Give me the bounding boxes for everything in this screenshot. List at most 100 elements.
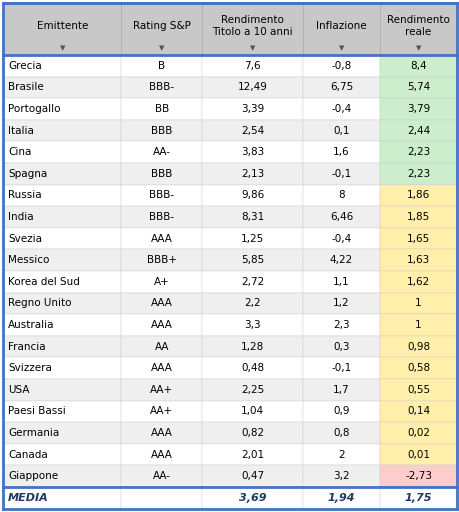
Bar — [379, 422, 456, 444]
Text: Svizzera: Svizzera — [8, 363, 52, 373]
Text: 1: 1 — [414, 298, 421, 308]
Bar — [3, 379, 121, 400]
Text: 1,86: 1,86 — [406, 190, 429, 200]
Text: 0,48: 0,48 — [241, 363, 263, 373]
Text: 1,04: 1,04 — [241, 407, 263, 416]
Text: 1,63: 1,63 — [406, 255, 429, 265]
Bar — [3, 314, 121, 336]
Bar — [3, 98, 121, 120]
Bar — [302, 120, 379, 141]
Bar — [121, 379, 202, 400]
Text: AAA: AAA — [151, 298, 173, 308]
Text: 3,2: 3,2 — [332, 471, 349, 481]
Text: BB: BB — [154, 104, 168, 114]
Text: ▼: ▼ — [338, 45, 343, 51]
Bar — [302, 185, 379, 206]
Text: 2,2: 2,2 — [244, 298, 260, 308]
Text: Grecia: Grecia — [8, 61, 42, 71]
Text: 8: 8 — [337, 190, 344, 200]
Text: Paesi Bassi: Paesi Bassi — [8, 407, 66, 416]
Bar — [121, 55, 202, 77]
Text: 1: 1 — [414, 320, 421, 330]
Bar — [302, 271, 379, 292]
Text: 0,9: 0,9 — [333, 407, 349, 416]
Bar — [121, 120, 202, 141]
Bar — [121, 163, 202, 185]
Bar — [302, 444, 379, 465]
Text: Russia: Russia — [8, 190, 41, 200]
Bar — [202, 3, 302, 55]
Text: 0,82: 0,82 — [241, 428, 263, 438]
Bar — [121, 271, 202, 292]
Text: 2,72: 2,72 — [241, 277, 264, 287]
Text: 0,47: 0,47 — [241, 471, 263, 481]
Bar — [379, 3, 456, 55]
Text: Inflazione: Inflazione — [315, 21, 366, 31]
Text: -0,8: -0,8 — [330, 61, 351, 71]
Text: 2,44: 2,44 — [406, 125, 429, 136]
Bar — [302, 379, 379, 400]
Bar — [202, 336, 302, 357]
Bar — [202, 357, 302, 379]
Bar — [121, 228, 202, 249]
Text: ▼: ▼ — [159, 45, 164, 51]
Bar — [302, 465, 379, 487]
Bar — [3, 77, 121, 98]
Text: 2,13: 2,13 — [241, 169, 264, 179]
Text: 1,85: 1,85 — [406, 212, 429, 222]
Bar — [202, 465, 302, 487]
Bar — [379, 271, 456, 292]
Bar — [202, 271, 302, 292]
Text: 0,58: 0,58 — [406, 363, 429, 373]
Bar — [3, 141, 121, 163]
Text: 2,01: 2,01 — [241, 450, 263, 460]
Text: 1,94: 1,94 — [327, 493, 354, 503]
Bar — [3, 163, 121, 185]
Text: -0,1: -0,1 — [330, 363, 351, 373]
Bar — [379, 400, 456, 422]
Bar — [202, 77, 302, 98]
Text: 2,23: 2,23 — [406, 169, 429, 179]
Text: -0,1: -0,1 — [330, 169, 351, 179]
Bar — [302, 206, 379, 228]
Bar — [121, 206, 202, 228]
Bar — [121, 357, 202, 379]
Text: 2,23: 2,23 — [406, 147, 429, 157]
Bar — [379, 77, 456, 98]
Bar — [3, 444, 121, 465]
Text: 4,22: 4,22 — [329, 255, 353, 265]
Text: 0,8: 0,8 — [333, 428, 349, 438]
Bar — [302, 249, 379, 271]
Bar — [121, 465, 202, 487]
Text: 2,3: 2,3 — [332, 320, 349, 330]
Text: USA: USA — [8, 385, 29, 395]
Text: Svezia: Svezia — [8, 233, 42, 244]
Text: -0,4: -0,4 — [330, 104, 351, 114]
Bar — [121, 292, 202, 314]
Bar — [202, 400, 302, 422]
Text: 2,25: 2,25 — [241, 385, 264, 395]
Text: 9,86: 9,86 — [241, 190, 264, 200]
Text: 0,14: 0,14 — [406, 407, 429, 416]
Bar — [202, 141, 302, 163]
Text: ▼: ▼ — [415, 45, 420, 51]
Bar — [302, 141, 379, 163]
Text: 1,75: 1,75 — [404, 493, 431, 503]
Bar — [202, 185, 302, 206]
Bar — [302, 228, 379, 249]
Text: BBB-: BBB- — [149, 212, 174, 222]
Text: Germania: Germania — [8, 428, 59, 438]
Text: Emittente: Emittente — [36, 21, 88, 31]
Text: 3,69: 3,69 — [238, 493, 266, 503]
Bar — [302, 336, 379, 357]
Bar — [379, 336, 456, 357]
Text: 5,74: 5,74 — [406, 82, 429, 92]
Text: 1,65: 1,65 — [406, 233, 429, 244]
Bar — [3, 3, 121, 55]
Text: AA-: AA- — [152, 471, 171, 481]
Bar — [379, 163, 456, 185]
Bar — [302, 98, 379, 120]
Bar — [202, 444, 302, 465]
Text: 0,98: 0,98 — [406, 342, 429, 352]
Text: -0,4: -0,4 — [330, 233, 351, 244]
